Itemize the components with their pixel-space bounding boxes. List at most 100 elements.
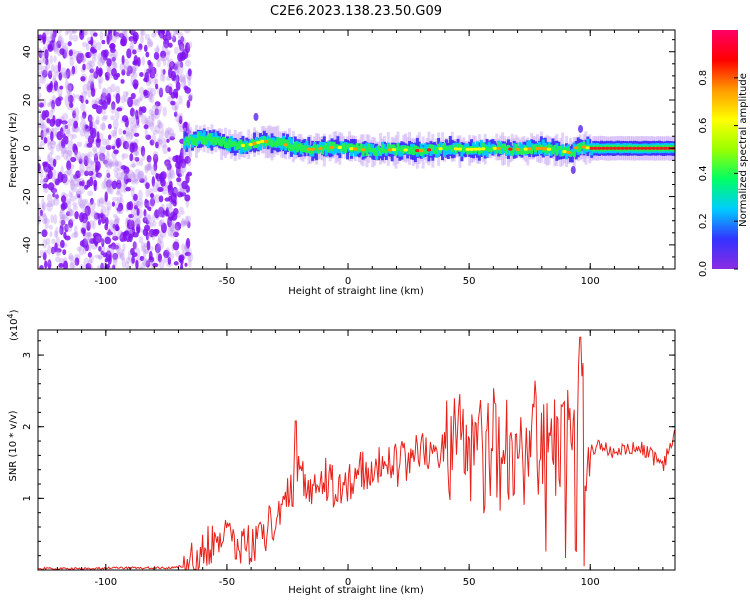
spectral-band-cell <box>406 145 410 150</box>
noise-speckle <box>60 165 64 175</box>
noise-speckle <box>167 83 173 88</box>
noise-speckle <box>114 170 119 178</box>
noise-speckle <box>165 247 171 254</box>
noise-speckle <box>74 107 80 117</box>
noise-speckle <box>152 220 157 227</box>
noise-speckle <box>123 58 130 70</box>
spectral-band-cell <box>340 145 344 152</box>
spectral-band-cell <box>437 143 441 157</box>
noise-speckle <box>42 252 47 261</box>
noise-speckle <box>170 70 177 82</box>
noise-speckle <box>149 121 155 132</box>
noise-speckle <box>184 215 189 226</box>
noise-speckle <box>112 132 117 139</box>
spectral-band-cell <box>442 142 446 151</box>
noise-speckle <box>81 179 85 187</box>
noise-speckle <box>38 163 41 172</box>
noise-speckle <box>61 73 69 79</box>
spectral-hotspot <box>632 146 637 150</box>
noise-speckle <box>88 64 93 71</box>
noise-speckle <box>44 65 48 75</box>
noise-speckle <box>167 227 174 237</box>
noise-speckle <box>152 228 159 237</box>
spectral-band-cell <box>450 147 454 152</box>
noise-speckle <box>136 172 143 181</box>
noise-speckle <box>183 244 188 251</box>
noise-speckle <box>130 65 137 75</box>
noise-speckle <box>119 135 125 145</box>
noise-speckle <box>45 62 51 70</box>
noise-speckle <box>145 187 150 198</box>
noise-speckle <box>68 190 72 198</box>
noise-speckle <box>66 208 73 217</box>
noise-speckle <box>172 241 180 251</box>
noise-speckle <box>113 167 120 172</box>
noise-speckle <box>97 253 104 260</box>
noise-speckle <box>107 180 113 186</box>
spectral-hotspot <box>628 146 633 150</box>
spectral-hotspot <box>415 148 420 153</box>
noise-speckle <box>106 201 112 211</box>
spectral-band-cell <box>338 145 342 154</box>
noise-speckle <box>70 183 77 193</box>
noise-speckle <box>41 122 47 133</box>
noise-speckle <box>64 224 70 231</box>
noise-speckle <box>105 179 113 188</box>
spectral-band-cell <box>272 142 276 147</box>
noise-speckle <box>174 60 181 67</box>
noise-speckle <box>113 149 119 155</box>
noise-speckle <box>133 241 138 251</box>
noise-speckle <box>104 174 111 185</box>
spectral-hotspot <box>639 146 645 150</box>
noise-speckle <box>107 160 114 167</box>
noise-speckle <box>139 86 145 96</box>
spectral-band-cell <box>334 145 338 154</box>
spectral-band-cell <box>276 137 280 146</box>
noise-speckle <box>90 68 97 79</box>
noise-speckle <box>147 115 151 121</box>
spectral-band-cell <box>530 148 534 155</box>
noise-speckle <box>74 257 80 266</box>
spectral-band-cell <box>392 144 396 152</box>
noise-speckle <box>58 119 63 124</box>
noise-speckle <box>128 132 133 141</box>
noise-speckle <box>84 198 89 205</box>
noise-speckle <box>148 108 154 115</box>
noise-speckle <box>86 221 91 232</box>
noise-speckle <box>69 56 75 67</box>
noise-speckle <box>136 207 140 216</box>
noise-speckle <box>92 32 98 37</box>
noise-speckle <box>169 226 177 233</box>
noise-speckle <box>111 101 116 110</box>
colorbar-tick-label: 0.6 <box>698 118 709 134</box>
noise-speckle <box>51 41 59 52</box>
spectrogram-y-tick-label: 40 <box>22 45 33 58</box>
spectrogram-x-tick-label: -50 <box>219 276 235 287</box>
spectral-hotspot <box>353 147 358 151</box>
noise-speckle <box>138 43 143 51</box>
noise-speckle <box>61 149 65 158</box>
noise-speckle <box>55 256 61 263</box>
noise-speckle <box>87 252 92 258</box>
noise-speckle <box>120 171 127 180</box>
spectral-band-cell <box>227 140 231 152</box>
noise-speckle <box>38 47 43 55</box>
noise-speckle <box>132 172 136 179</box>
noise-speckle <box>52 192 56 198</box>
spectral-hotspot <box>438 147 443 151</box>
noise-speckle <box>139 255 145 262</box>
noise-speckle <box>46 118 51 124</box>
noise-speckle <box>132 79 139 89</box>
spectral-band-cell <box>194 138 198 147</box>
noise-speckle <box>48 151 53 163</box>
snr-frame <box>37 329 676 571</box>
noise-speckle <box>143 174 148 183</box>
noise-speckle <box>120 94 126 104</box>
spectral-band-cell <box>413 145 417 151</box>
noise-speckle <box>149 193 155 199</box>
noise-speckle <box>86 153 91 164</box>
noise-speckle <box>153 161 158 172</box>
noise-speckle <box>118 202 124 212</box>
noise-speckle <box>88 79 95 84</box>
noise-speckle <box>79 163 85 174</box>
